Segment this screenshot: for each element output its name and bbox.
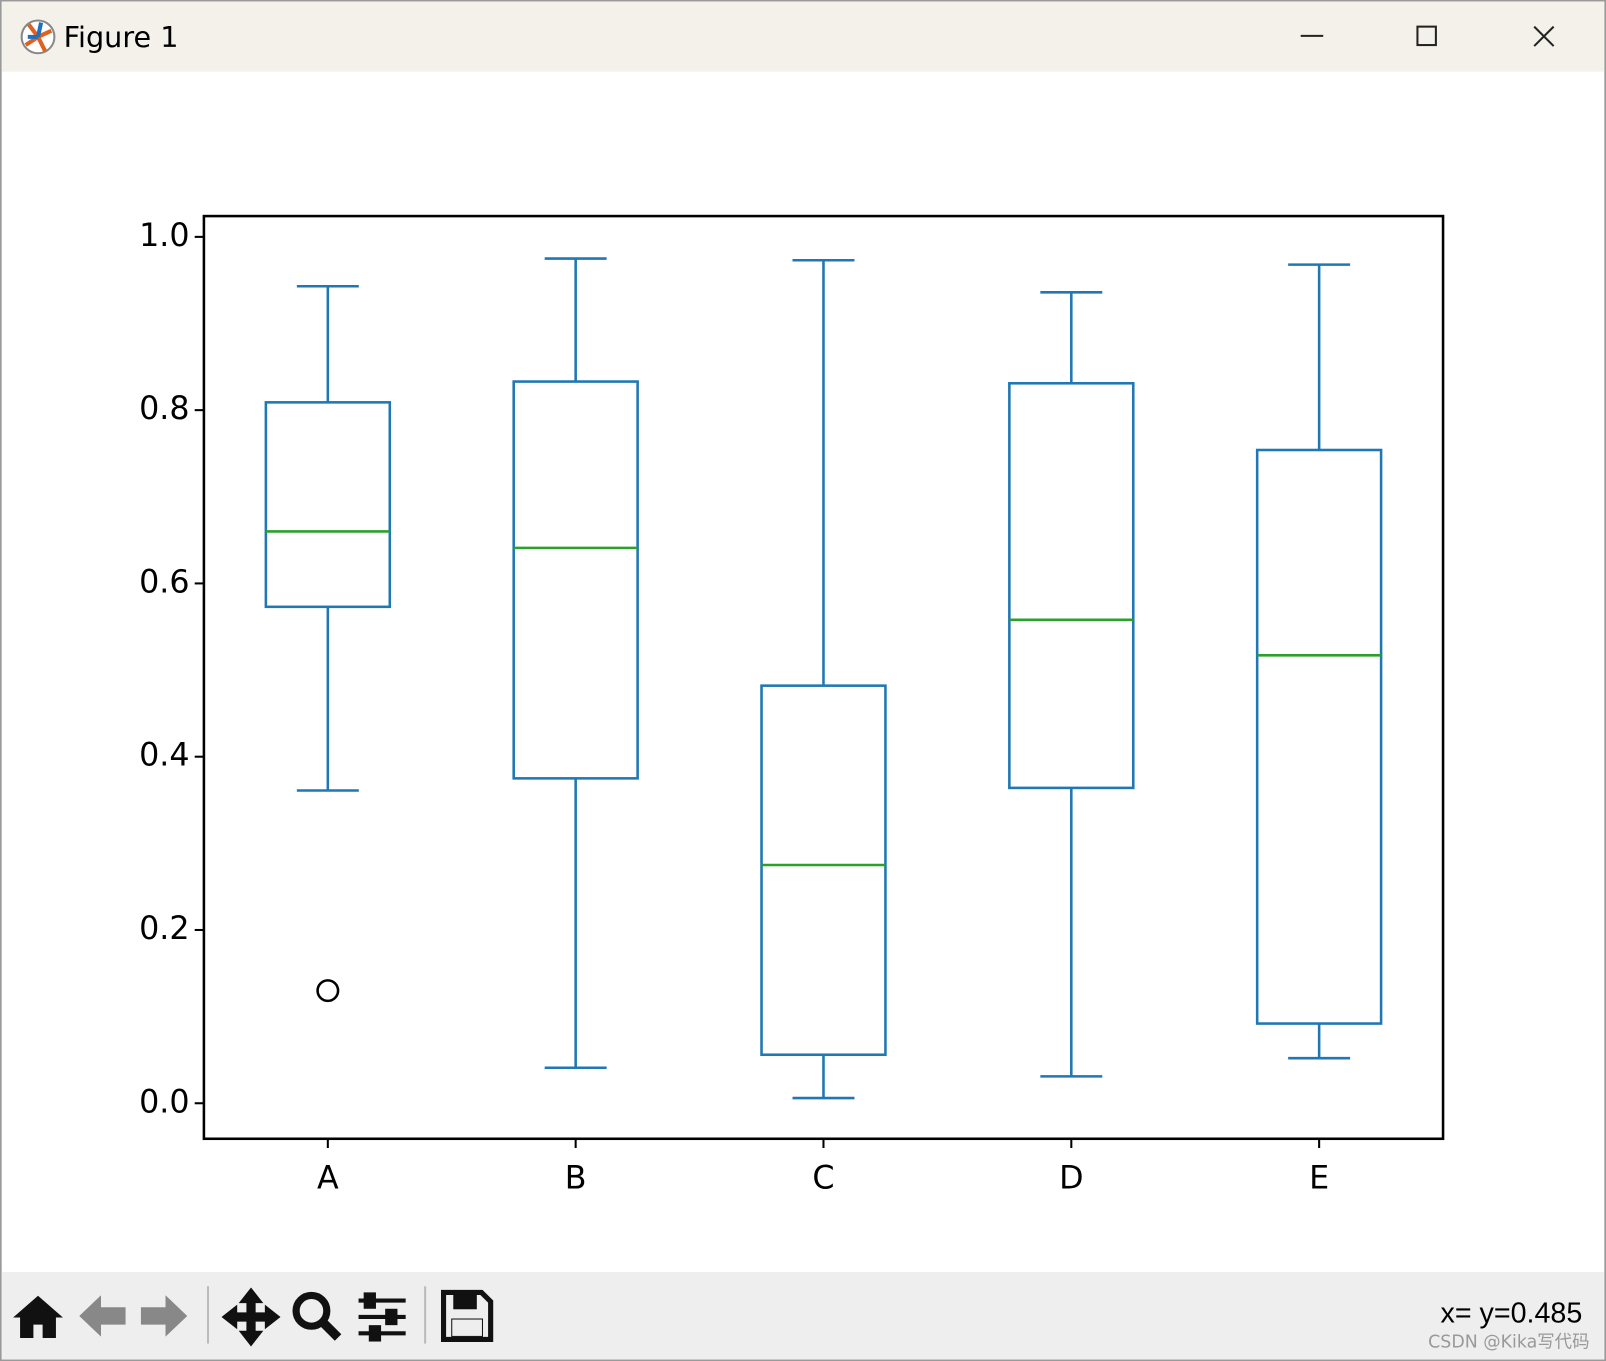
title-bar <box>2 2 1604 72</box>
maximize-button[interactable] <box>1416 25 1437 47</box>
configure-button[interactable] <box>358 1292 406 1342</box>
watermark: CSDN @Kika写代码 <box>1428 1333 1589 1353</box>
y-tick-label: 0.2 <box>139 911 189 947</box>
x-tick-label: B <box>565 1161 587 1197</box>
box <box>760 684 887 1057</box>
x-tick-label: D <box>1059 1161 1083 1197</box>
x-tick-label: C <box>812 1161 834 1197</box>
forward-button[interactable] <box>140 1295 188 1337</box>
box <box>264 401 392 609</box>
home-button[interactable] <box>13 1295 63 1338</box>
box <box>1008 382 1135 790</box>
close-button[interactable] <box>1533 25 1555 47</box>
y-tick-label: 0.8 <box>139 391 189 427</box>
zoom-button[interactable] <box>292 1291 342 1341</box>
x-tick-label: A <box>317 1161 339 1197</box>
y-tick-label: 0.0 <box>139 1084 189 1120</box>
y-tick-label: 1.0 <box>139 218 189 254</box>
box <box>512 380 639 780</box>
axes-frame <box>202 214 1445 1141</box>
flier <box>316 979 340 1003</box>
app-icon <box>20 19 56 55</box>
y-tick-label: 0.6 <box>139 564 189 600</box>
status-text: x= y=0.485 <box>1441 1297 1583 1329</box>
box <box>1255 448 1383 1025</box>
x-tick-label: E <box>1309 1161 1329 1197</box>
back-button[interactable] <box>79 1295 126 1337</box>
y-tick-label: 0.4 <box>139 738 189 774</box>
save-button[interactable] <box>440 1289 494 1343</box>
window-title: Figure 1 <box>64 20 179 54</box>
pan-button[interactable] <box>221 1287 281 1347</box>
